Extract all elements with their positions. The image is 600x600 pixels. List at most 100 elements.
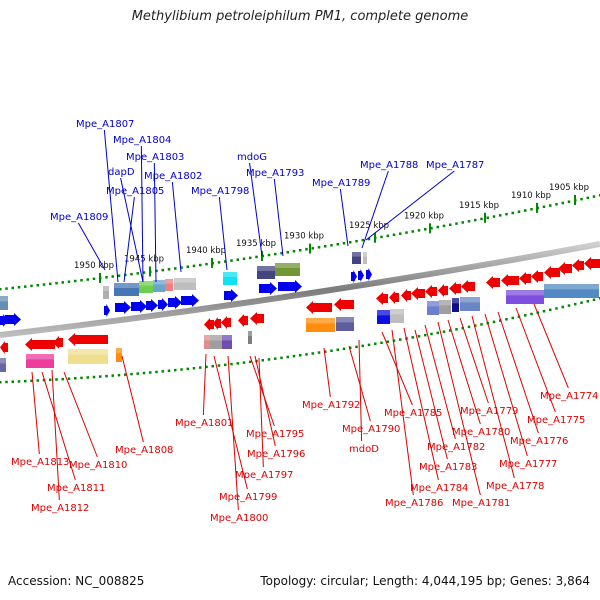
forward-gene-arrow — [224, 289, 238, 302]
reverse-gene-arrow — [213, 317, 221, 330]
feature-block — [0, 296, 8, 310]
reverse-gene-label[interactable]: Mpe_A1786 — [385, 498, 443, 509]
forward-gene-label[interactable]: Mpe_A1807 — [76, 119, 134, 130]
forward-gene-label[interactable]: Mpe_A1788 — [360, 160, 418, 171]
feature-block — [68, 349, 108, 364]
ruler-tick-label: 1930 kbp — [284, 232, 324, 242]
reverse-leader-line — [497, 311, 539, 434]
feature-block — [377, 310, 390, 324]
ruler-outer — [0, 194, 600, 291]
forward-gene-label[interactable]: dapD — [108, 167, 135, 178]
feature-block — [114, 283, 139, 296]
feature-block — [257, 266, 275, 279]
feature-block — [439, 300, 451, 314]
reverse-gene-label[interactable]: Mpe_A1796 — [247, 449, 305, 460]
reverse-gene-label[interactable]: Mpe_A1784 — [410, 483, 468, 494]
reverse-gene-label[interactable]: Mpe_A1801 — [175, 418, 233, 429]
ruler-tick-label: 1910 kbp — [511, 191, 551, 201]
reverse-gene-arrow — [411, 287, 425, 300]
reverse-gene-arrow — [519, 272, 531, 285]
ruler-tick-label: 1915 kbp — [459, 201, 499, 211]
reverse-gene-label[interactable]: Mpe_A1781 — [452, 498, 510, 509]
forward-gene-arrow — [115, 301, 131, 314]
reverse-leader-line — [249, 355, 275, 427]
feature-block — [306, 318, 335, 332]
reverse-gene-label[interactable]: Mpe_A1792 — [302, 400, 360, 411]
reverse-gene-label[interactable]: Mpe_A1797 — [235, 470, 293, 481]
gene-arrows — [0, 257, 600, 354]
forward-leader-line — [123, 196, 135, 283]
forward-gene-label[interactable]: Mpe_A1804 — [113, 135, 171, 146]
feature-block — [26, 354, 54, 368]
forward-gene-arrow — [158, 298, 168, 311]
reverse-gene-label[interactable]: Mpe_A1779 — [460, 406, 518, 417]
reverse-gene-label[interactable]: Mpe_A1783 — [419, 462, 477, 473]
feature-block — [506, 290, 544, 304]
forward-gene-arrow — [278, 280, 302, 293]
ruler-tick-label: 1945 kbp — [124, 255, 164, 265]
feature-block — [165, 279, 173, 291]
reverse-gene-label[interactable]: Mpe_A1775 — [527, 415, 585, 426]
reverse-gene-arrow — [306, 301, 332, 314]
reverse-gene-arrow — [461, 280, 475, 293]
reverse-gene-label[interactable]: Mpe_A1795 — [246, 429, 304, 440]
forward-gene-label[interactable]: Mpe_A1803 — [126, 152, 184, 163]
reverse-gene-arrow — [25, 338, 55, 351]
forward-gene-label[interactable]: Mpe_A1802 — [144, 171, 202, 182]
feature-block — [427, 301, 439, 315]
reverse-leader-line — [51, 369, 60, 501]
reverse-gene-arrow — [449, 282, 461, 295]
reverse-gene-label[interactable]: Mpe_A1777 — [499, 459, 557, 470]
reverse-gene-label[interactable]: Mpe_A1780 — [452, 427, 510, 438]
forward-leader-line — [171, 181, 182, 273]
reverse-gene-arrow — [250, 312, 264, 325]
feature-block — [544, 284, 599, 298]
reverse-gene-label[interactable]: Mpe_A1800 — [210, 513, 268, 524]
reverse-gene-label[interactable]: Mpe_A1774 — [540, 391, 598, 402]
reverse-gene-label[interactable]: Mpe_A1778 — [486, 481, 544, 492]
reverse-gene-arrow — [221, 316, 231, 329]
reverse-gene-label[interactable]: Mpe_A1813 — [11, 457, 69, 468]
reverse-gene-label[interactable]: Mpe_A1811 — [47, 483, 105, 494]
reverse-leader-line — [254, 355, 276, 447]
reverse-leader-line — [391, 329, 414, 496]
reverse-gene-arrow — [334, 298, 354, 311]
feature-block — [210, 335, 222, 349]
reverse-gene-label[interactable]: Mpe_A1782 — [427, 442, 485, 453]
reverse-gene-label[interactable]: Mpe_A1790 — [342, 424, 400, 435]
forward-gene-arrow — [131, 300, 147, 313]
forward-gene-label[interactable]: Mpe_A1805 — [106, 186, 164, 197]
ruler-tick-label: 1905 kbp — [549, 183, 589, 193]
reverse-gene-label[interactable]: mdoD — [349, 444, 379, 455]
reverse-leader-line — [258, 357, 264, 468]
feature-block — [460, 297, 480, 311]
feature-block — [116, 348, 122, 362]
feature-block — [153, 280, 165, 292]
reverse-gene-label[interactable]: Mpe_A1776 — [510, 436, 568, 447]
forward-gene-label[interactable]: Mpe_A1793 — [246, 168, 304, 179]
forward-gene-label[interactable]: Mpe_A1798 — [191, 186, 249, 197]
forward-gene-label[interactable]: mdoG — [237, 152, 267, 163]
reverse-leader-line — [424, 324, 456, 440]
ruler-tick-label: 1925 kbp — [349, 221, 389, 231]
reverse-gene-label[interactable]: Mpe_A1785 — [384, 408, 442, 419]
forward-leader-line — [140, 145, 144, 283]
forward-gene-label[interactable]: Mpe_A1809 — [50, 212, 108, 223]
reverse-gene-label[interactable]: Mpe_A1808 — [115, 445, 173, 456]
reverse-leader-line — [202, 353, 207, 416]
forward-gene-label[interactable]: Mpe_A1787 — [426, 160, 484, 171]
reverse-gene-arrow — [238, 314, 248, 327]
reverse-gene-arrow — [558, 262, 572, 275]
reverse-gene-label[interactable]: Mpe_A1810 — [69, 460, 127, 471]
forward-gene-label[interactable]: Mpe_A1789 — [312, 178, 370, 189]
reverse-leader-line — [471, 315, 515, 479]
reverse-gene-arrow — [0, 341, 8, 354]
reverse-gene-label[interactable]: Mpe_A1799 — [219, 492, 277, 503]
ruler-tick-label: 1950 kbp — [74, 261, 114, 271]
forward-gene-arrow — [259, 282, 277, 295]
reverse-gene-arrow — [204, 318, 214, 331]
forward-leader-line — [218, 196, 228, 271]
feature-block — [352, 252, 361, 264]
reverse-gene-arrow — [425, 285, 437, 298]
reverse-gene-label[interactable]: Mpe_A1812 — [31, 503, 89, 514]
